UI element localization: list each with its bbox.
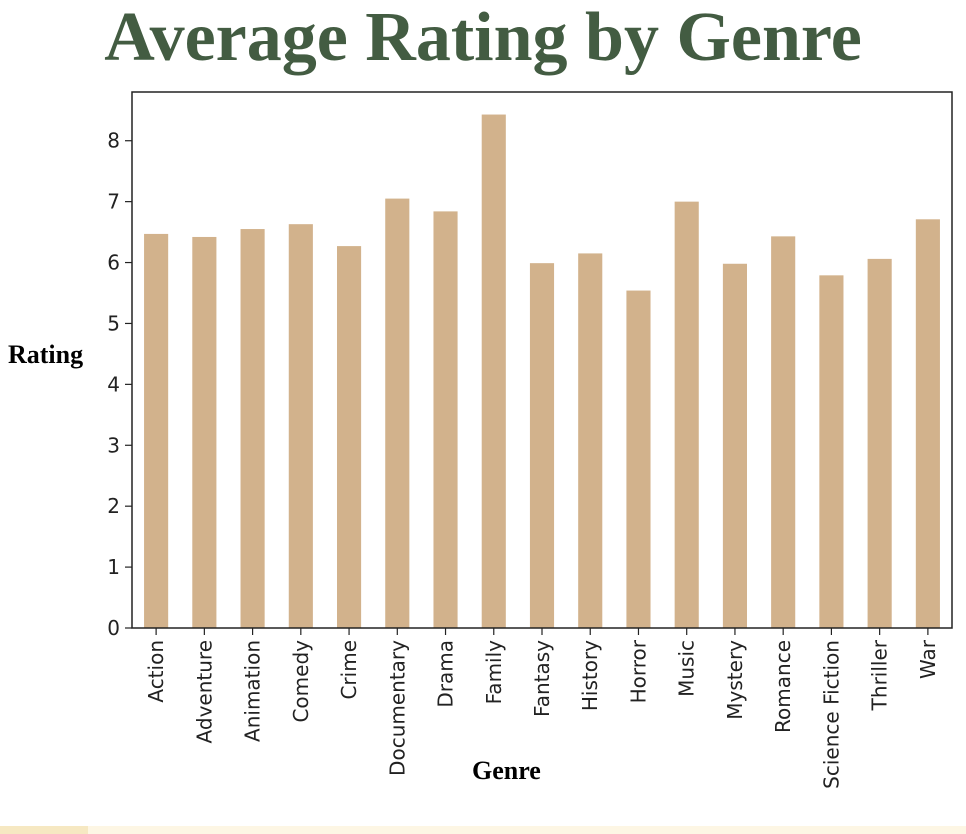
- bar-fantasy: [529, 263, 555, 628]
- y-tick-label: 7: [107, 190, 120, 214]
- bars-group: [144, 114, 940, 629]
- x-tick-label: Mystery: [723, 640, 747, 720]
- x-tick-label: War: [916, 639, 940, 679]
- bar-documentary: [385, 198, 410, 628]
- x-tick-label: Science Fiction: [819, 640, 843, 789]
- bottom-strip: [0, 826, 966, 834]
- x-tick-label: Crime: [337, 640, 361, 700]
- bar-action: [144, 233, 169, 628]
- x-tick-label: Horror: [626, 639, 650, 703]
- x-tick-label: Fantasy: [530, 640, 554, 717]
- bar-crime: [337, 246, 362, 628]
- x-axis-label: Genre: [472, 756, 541, 785]
- bar-drama: [433, 211, 458, 628]
- x-tick-label: Documentary: [385, 640, 409, 776]
- bar-science-fiction: [819, 275, 844, 628]
- x-ticks-group: Action Adventure Animation Comedy Crime Docum…: [144, 628, 940, 789]
- plot-frame: [131, 91, 953, 629]
- y-tick-label: 3: [107, 433, 120, 457]
- bar-romance: [771, 236, 796, 628]
- bar-music: [674, 201, 699, 629]
- x-tick-label: Comedy: [289, 640, 313, 723]
- bar-animation: [240, 229, 265, 628]
- x-tick-label: Family: [482, 640, 506, 705]
- bar-thriller: [867, 258, 892, 628]
- x-tick-label: Music: [675, 640, 699, 697]
- x-tick-label: Romance: [771, 640, 795, 733]
- bar-war: [915, 219, 940, 629]
- x-tick-label: History: [578, 640, 602, 711]
- x-tick-label: Drama: [434, 640, 458, 708]
- x-tick-label: Action: [144, 640, 168, 703]
- x-tick-label: Adventure: [192, 640, 216, 743]
- x-tick-label: Animation: [241, 640, 265, 742]
- bottom-strip-accent: [0, 826, 88, 834]
- bar-comedy: [288, 224, 313, 628]
- x-tick-label: Thriller: [868, 639, 892, 711]
- y-tick-label: 5: [107, 311, 120, 335]
- bar-adventure: [192, 236, 217, 629]
- y-tick-label: 1: [107, 555, 120, 579]
- y-tick-label: 8: [107, 129, 120, 153]
- y-axis-label: Rating: [8, 340, 84, 369]
- y-tick-label: 4: [107, 372, 120, 396]
- y-ticks-group: 0 1 2 3 4 5 6 7 8: [107, 129, 132, 640]
- bar-horror: [626, 290, 651, 628]
- y-tick-label: 6: [107, 251, 120, 275]
- bar-mystery: [722, 263, 747, 628]
- bar-family: [481, 114, 506, 628]
- chart-title: Average Rating by Genre: [104, 0, 862, 76]
- bar-history: [578, 253, 603, 628]
- y-tick-label: 2: [107, 494, 120, 518]
- y-tick-label: 0: [107, 616, 120, 640]
